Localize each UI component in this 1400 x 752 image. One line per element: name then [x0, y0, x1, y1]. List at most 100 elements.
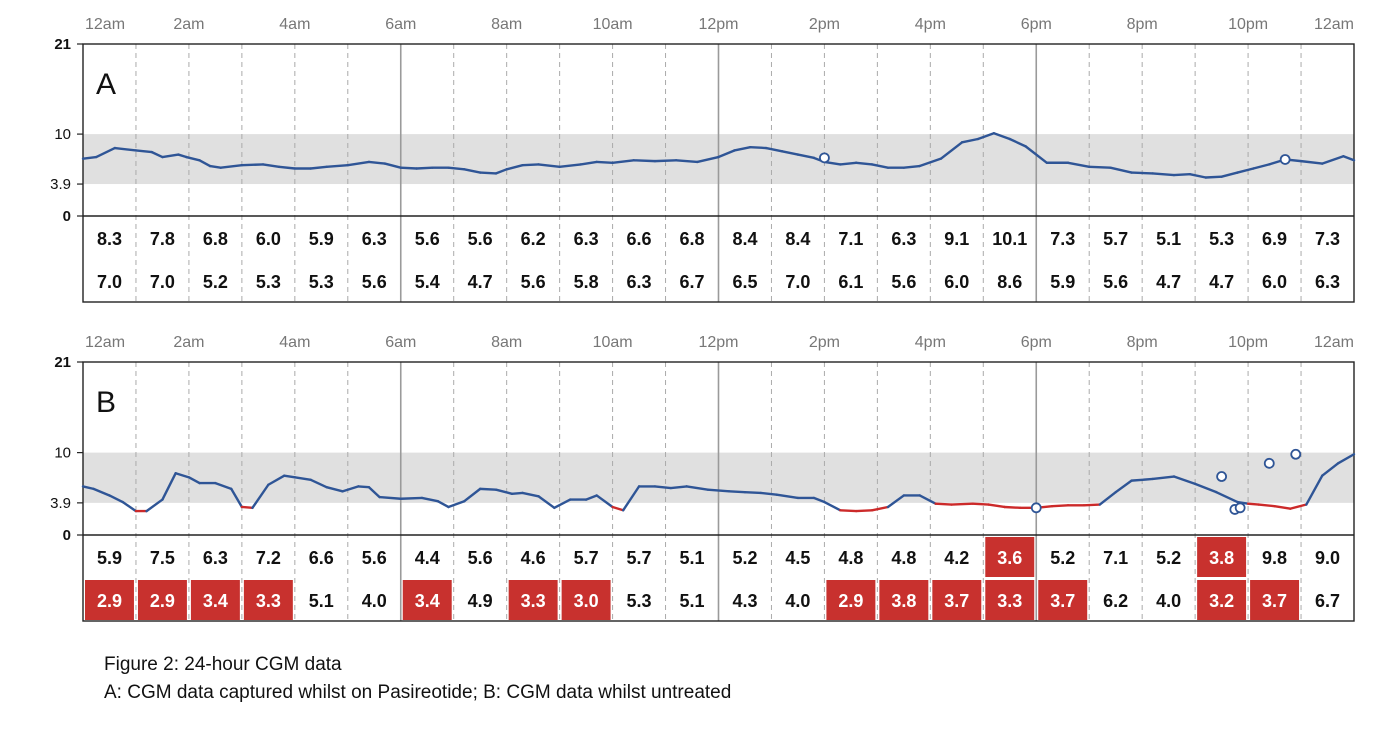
x-tick-label: 8am — [491, 334, 522, 351]
glucose-trace-segment — [505, 164, 524, 171]
reading-marker — [1263, 457, 1275, 469]
hourly-low-value: 4.0 — [785, 591, 810, 611]
glucose-trace-segment — [1008, 137, 1027, 148]
hourly-low-value: 6.5 — [732, 272, 757, 292]
glucose-trace-segment — [870, 505, 890, 512]
glucose-trace-segment — [870, 163, 890, 169]
hourly-high-value: 6.8 — [680, 229, 705, 249]
x-tick-label: 6pm — [1021, 16, 1052, 33]
x-tick-label: 4pm — [915, 16, 946, 33]
glucose-trace-segment — [733, 145, 752, 152]
hourly-high-value: 7.2 — [256, 548, 281, 568]
hourly-low-value: 8.6 — [997, 272, 1022, 292]
glucose-trace-segment — [839, 161, 858, 166]
glucose-trace-segment — [595, 494, 614, 509]
hourly-low-value: 5.3 — [256, 272, 281, 292]
low-value-cell — [85, 580, 134, 620]
x-tick-label: 10am — [593, 16, 633, 33]
glucose-trace-segment — [1236, 167, 1255, 174]
low-value-cell — [190, 580, 240, 620]
x-tick-label: 6am — [385, 16, 416, 33]
figure-caption-title: Figure 2: 24-hour CGM data — [104, 654, 342, 675]
panel-label: A — [96, 68, 116, 101]
glucose-trace-segment — [653, 485, 673, 490]
x-tick-label: 4am — [279, 334, 310, 351]
figure-caption-description: A: CGM data captured whilst on Pasireoti… — [104, 682, 732, 703]
glucose-trace-segment — [261, 163, 281, 169]
hourly-high-value: 5.1 — [1156, 229, 1181, 249]
glucose-trace-segment — [1246, 502, 1260, 506]
hourly-low-value: 3.0 — [574, 591, 599, 611]
hourly-low-value: 5.2 — [203, 272, 228, 292]
hourly-high-value: 4.6 — [521, 548, 546, 568]
hourly-high-value: 6.3 — [362, 229, 387, 249]
hourly-high-value: 7.5 — [150, 548, 175, 568]
glucose-trace-segment — [960, 137, 980, 144]
hourly-high-value: 8.4 — [785, 229, 810, 249]
glucose-trace-segment — [1130, 171, 1154, 175]
x-tick-label: 8pm — [1127, 334, 1158, 351]
hourly-low-value: 5.1 — [680, 591, 705, 611]
hourly-low-value: 5.3 — [627, 591, 652, 611]
chart-panel-a: 0 3.9 10 21 12am 2am 4am 6am 8am 10am 12pm 2pm 4pm 6p… — [50, 16, 1356, 303]
panel-frame — [82, 361, 1355, 622]
glucose-trace-segment — [1236, 500, 1250, 505]
hourly-high-value: 6.6 — [627, 229, 652, 249]
glucose-trace-segment — [415, 166, 434, 170]
hourly-low-value: 5.8 — [574, 272, 599, 292]
x-tick-label: 10am — [593, 334, 633, 351]
hourly-high-value: 3.6 — [997, 548, 1022, 568]
hourly-high-value: 4.2 — [944, 548, 969, 568]
hourly-low-value: 6.3 — [627, 272, 652, 292]
x-tick-label: 6pm — [1021, 334, 1052, 351]
hourly-low-value: 5.3 — [309, 272, 334, 292]
reading-marker — [819, 152, 830, 164]
low-value-cell — [243, 580, 293, 620]
hourly-low-value: 3.3 — [256, 591, 281, 611]
hourly-high-value: 6.0 — [256, 229, 281, 249]
glucose-trace-segment — [1289, 503, 1308, 510]
glucose-trace-segment — [325, 164, 349, 169]
hourly-low-value: 6.1 — [838, 272, 863, 292]
hourly-high-value: 5.6 — [468, 548, 493, 568]
hourly-high-value: 7.1 — [1103, 548, 1128, 568]
glucose-trace-segment — [521, 491, 540, 498]
glucose-trace-segment — [1109, 166, 1133, 174]
hourly-high-value: 8.4 — [732, 229, 757, 249]
glucose-trace-segment — [293, 476, 312, 482]
glucose-trace-segment — [987, 503, 1006, 509]
glucose-trace-segment — [1193, 482, 1218, 494]
glucose-trace-segment — [1066, 161, 1091, 169]
glucose-trace-segment — [219, 164, 244, 169]
glucose-trace-segment — [674, 159, 699, 164]
glucose-trace-segment — [92, 487, 111, 497]
x-tick-label: 12pm — [698, 16, 738, 33]
glucose-trace-segment — [1299, 159, 1324, 165]
glucose-trace-segment — [174, 472, 191, 479]
hourly-low-value: 3.7 — [1262, 591, 1287, 611]
glucose-trace-segment — [251, 483, 270, 510]
hourly-low-value: 2.9 — [838, 591, 863, 611]
glucose-trace-segment — [378, 495, 402, 500]
x-tick-label: 8am — [491, 16, 522, 33]
glucose-trace-segment — [696, 155, 720, 164]
glucose-trace-segment — [357, 485, 371, 489]
hourly-low-value: 4.0 — [1156, 591, 1181, 611]
x-tick-label: 12am — [85, 16, 125, 33]
glucose-trace-segment — [1151, 172, 1176, 177]
glucose-trace-segment — [1342, 155, 1356, 162]
glucose-trace-segment — [309, 165, 328, 170]
glucose-trace-segment — [1114, 479, 1133, 494]
panel-label: B — [96, 386, 116, 419]
hourly-high-value: 5.3 — [1209, 229, 1234, 249]
glucose-trace-segment — [436, 500, 450, 509]
reading-marker — [1216, 471, 1228, 482]
glucose-trace-segment — [121, 500, 138, 513]
glucose-trace-segment — [420, 496, 440, 503]
glucose-trace-segment — [187, 476, 201, 485]
glucose-trace-segment — [478, 171, 498, 175]
glucose-trace-segment — [494, 488, 514, 496]
glucose-trace-segment — [240, 163, 265, 167]
hourly-low-value: 4.9 — [468, 591, 493, 611]
